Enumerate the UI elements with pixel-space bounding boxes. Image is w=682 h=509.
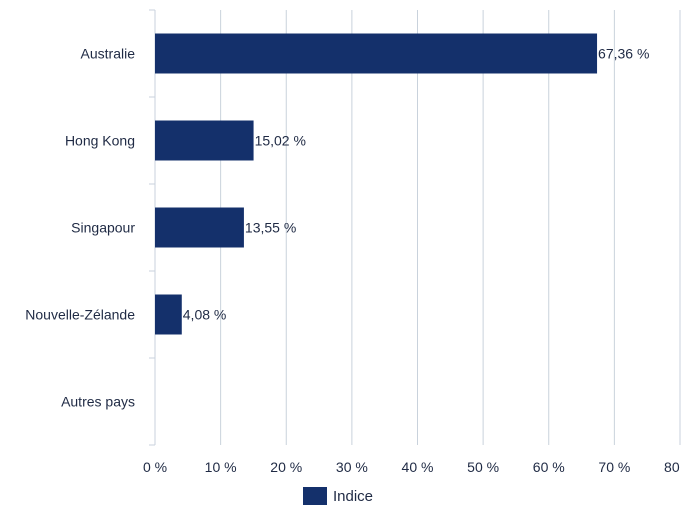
bar (155, 207, 244, 248)
data-label: 67,36 % (598, 46, 649, 62)
x-tick-label: 60 % (533, 459, 565, 475)
bar (155, 294, 182, 335)
grid-lines (154, 10, 681, 445)
x-tick-label: 80 % (664, 459, 682, 475)
x-tick-label: 50 % (467, 459, 499, 475)
x-tick-label: 10 % (205, 459, 237, 475)
category-label: Nouvelle-Zélande (25, 307, 135, 323)
category-label: Singapour (71, 220, 135, 236)
legend-swatch (303, 487, 327, 505)
bars (155, 33, 598, 335)
category-label: Autres pays (61, 394, 135, 410)
x-tick-label: 70 % (598, 459, 630, 475)
category-axis (149, 9, 156, 446)
legend-label: Indice (333, 488, 373, 505)
data-label: 15,02 % (255, 133, 306, 149)
x-tick-labels: 0 % 10 % 20 % 30 % 40 % 50 % 60 % 70 % 80 % (143, 459, 682, 475)
x-tick-label: 0 % (143, 459, 167, 475)
x-tick-label: 40 % (402, 459, 434, 475)
category-label: Australie (81, 46, 136, 62)
data-labels: 67,36 % 15,02 % 13,55 % 4,08 % (183, 46, 650, 323)
data-label: 13,55 % (245, 220, 296, 236)
category-label: Hong Kong (65, 133, 135, 149)
x-tick-label: 30 % (336, 459, 368, 475)
bar (155, 33, 598, 74)
data-label: 4,08 % (183, 307, 227, 323)
category-labels: Australie Hong Kong Singapour Nouvelle-Zéla… (25, 46, 135, 410)
x-tick-label: 20 % (270, 459, 302, 475)
legend: Indice (303, 487, 373, 505)
bar (155, 120, 254, 161)
